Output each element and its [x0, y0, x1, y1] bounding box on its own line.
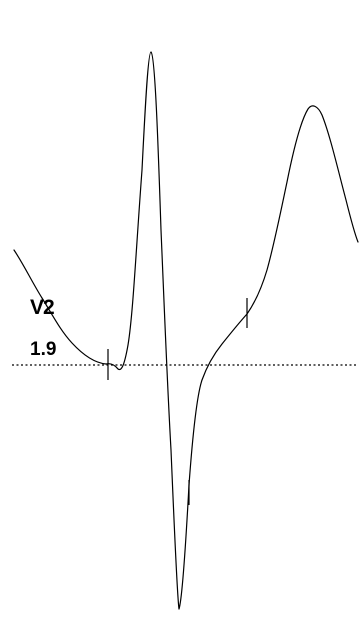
lead-label: V2 [30, 296, 55, 319]
ecg-waveform-trace [13, 51, 359, 610]
lead-amplitude-value: 1.9 [30, 339, 57, 360]
tick-marks [107, 298, 248, 505]
